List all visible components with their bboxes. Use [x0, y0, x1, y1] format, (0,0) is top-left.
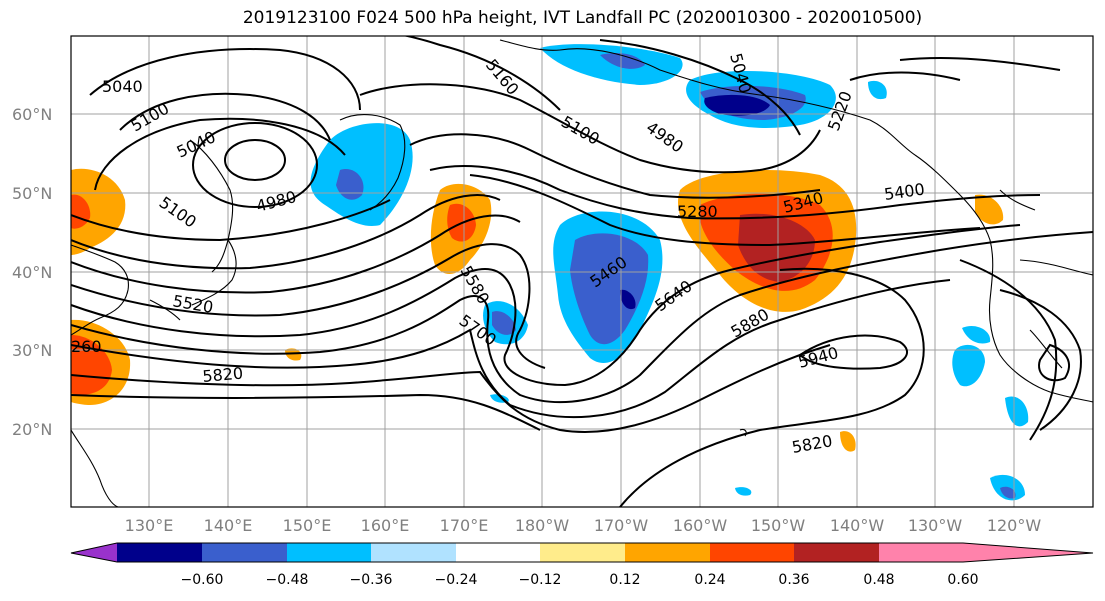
lat-label: 60°N	[12, 105, 52, 124]
lon-label: 120°W	[987, 516, 1042, 535]
colorbar-tick-label: 0.36	[778, 572, 809, 588]
colorbar-tick-label: −0.24	[435, 572, 478, 588]
lon-label: 170°W	[594, 516, 649, 535]
colorbar-tick-label: 0.48	[863, 572, 894, 588]
colorbar-tick-label: 0.24	[694, 572, 725, 588]
colorbar-segment	[710, 543, 794, 562]
latitude-labels: 60°N 50°N 40°N 30°N 20°N	[12, 105, 52, 439]
lon-label: 160°W	[673, 516, 728, 535]
colorbar-segment	[794, 543, 879, 562]
colorbar-min-extension	[71, 543, 117, 562]
lon-label: 140°E	[204, 516, 253, 535]
lat-label: 30°N	[12, 341, 52, 360]
contour-label: 5040	[102, 77, 143, 96]
contour-label: 5820	[202, 364, 244, 386]
contour-label: 5280	[677, 202, 718, 221]
lon-label: 150°W	[751, 516, 806, 535]
colorbar-tick-label: −0.36	[350, 572, 393, 588]
colorbar-segment	[287, 543, 371, 562]
lat-label: 40°N	[12, 263, 52, 282]
colorbar-segment	[540, 543, 625, 562]
colorbar-segment	[456, 543, 540, 562]
longitude-labels: 130°E 140°E 150°E 160°E 170°E 180°W 170°…	[125, 516, 1042, 535]
lon-label: 130°W	[908, 516, 963, 535]
map-title: 2019123100 F024 500 hPa height, IVT Land…	[242, 8, 923, 28]
height-contours	[71, 36, 1093, 507]
lon-label: 160°E	[361, 516, 410, 535]
lon-label: 140°W	[830, 516, 885, 535]
ivt-positive-shading	[71, 168, 1004, 452]
colorbar-segment	[117, 543, 202, 562]
contour-label: 260	[71, 337, 102, 356]
colorbar-tick-label: 0.60	[947, 572, 978, 588]
lon-label: 130°E	[125, 516, 174, 535]
lon-label: 180°W	[515, 516, 570, 535]
colorbar-max-extension	[963, 543, 1093, 562]
colorbar-tick-label: −0.12	[519, 572, 562, 588]
colorbar-tick-label: 0.12	[609, 572, 640, 588]
colorbar-segment	[625, 543, 710, 562]
colorbar-tick-label: −0.60	[181, 572, 224, 588]
lon-label: 150°E	[283, 516, 332, 535]
colorbar-tick-label: −0.48	[266, 572, 309, 588]
lat-label: 50°N	[12, 184, 52, 203]
map-border	[70, 35, 1094, 508]
colorbar: −0.60 −0.48 −0.36 −0.24 −0.12 0.12 0.24 …	[70, 542, 1094, 588]
colorbar-segment	[879, 543, 963, 562]
ivt-negative-shading	[310, 44, 1029, 501]
lat-label: 20°N	[12, 420, 52, 439]
colorbar-segment	[202, 543, 287, 562]
colorbar-segment	[371, 543, 456, 562]
lon-label: 170°E	[440, 516, 489, 535]
